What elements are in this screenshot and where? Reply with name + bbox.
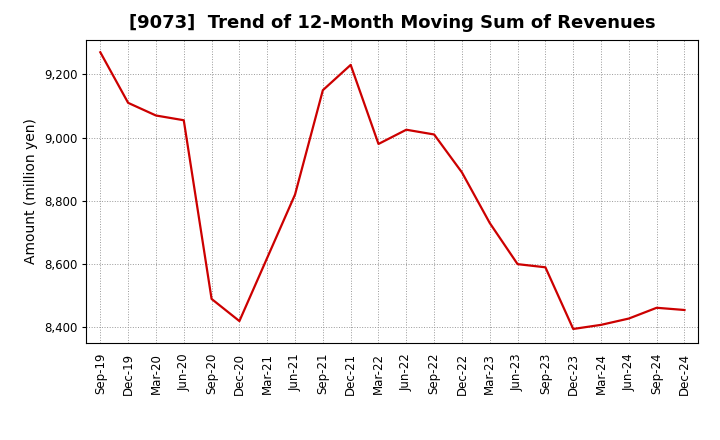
- Y-axis label: Amount (million yen): Amount (million yen): [24, 118, 38, 264]
- Title: [9073]  Trend of 12-Month Moving Sum of Revenues: [9073] Trend of 12-Month Moving Sum of R…: [129, 15, 656, 33]
